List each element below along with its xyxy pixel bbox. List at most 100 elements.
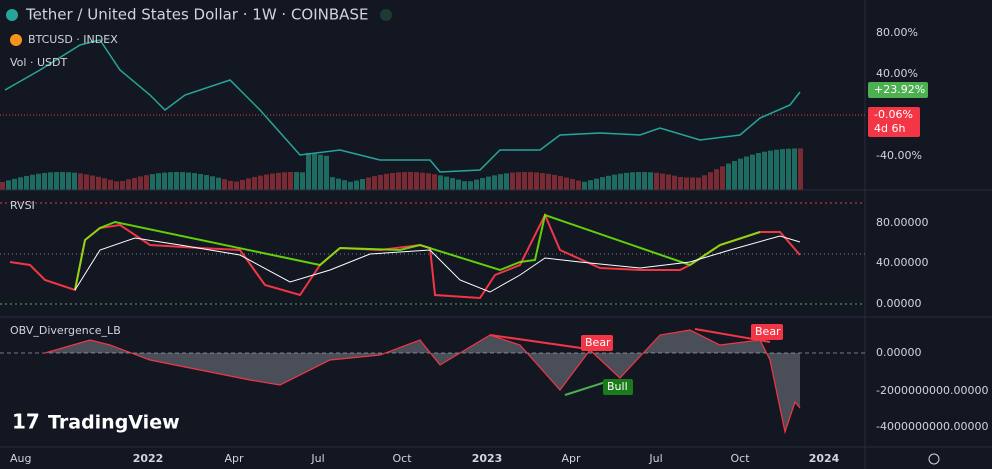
volume-bar [186, 172, 191, 190]
volume-bar [78, 173, 83, 190]
price-line [4, 39, 801, 173]
volume-bar [564, 177, 569, 190]
time-label: Apr [224, 452, 244, 465]
volume-bar [672, 175, 677, 190]
volume-bar [210, 176, 215, 190]
change-value: +23.92% [874, 83, 925, 96]
scale-label: 40.00% [876, 67, 918, 80]
volume-bar [12, 178, 17, 190]
scale-label: 80.00000 [876, 216, 929, 229]
scale-label: -40.00% [876, 149, 922, 162]
volume-bar [540, 173, 545, 190]
pane-title: OBV_Divergence_LB [10, 324, 121, 337]
volume-bar [438, 175, 443, 190]
volume-bar [282, 172, 287, 190]
volume-bar [192, 173, 197, 190]
time-label: 2024 [809, 452, 840, 465]
change-badge [868, 82, 928, 98]
volume-bar [504, 173, 509, 190]
volume-bar [798, 148, 803, 190]
status-dot [380, 9, 392, 21]
volume-bar [360, 178, 365, 190]
volume-bar [84, 174, 89, 190]
volume-bar [792, 148, 797, 190]
volume-bar [108, 179, 113, 190]
scale-label: -2000000000.00000 [876, 384, 988, 397]
volume-bar [660, 173, 665, 190]
time-label: Jul [648, 452, 662, 465]
volume-bar [648, 172, 653, 190]
scale-label: -4000000000.00000 [876, 420, 988, 433]
volume-bar [618, 173, 623, 190]
volume-bar [624, 172, 629, 190]
scale-label: 0.00000 [876, 297, 922, 310]
volume-bar [336, 178, 341, 190]
btc-icon [10, 34, 22, 46]
countdown: 4d 6h [874, 122, 905, 135]
volume-bar [288, 172, 293, 190]
volume-bar [246, 178, 251, 190]
volume-bar [276, 172, 281, 190]
volume-bar [342, 180, 347, 190]
volume-bar [144, 175, 149, 190]
volume-bar [384, 173, 389, 190]
volume-bar [24, 175, 29, 190]
volume-bar [228, 180, 233, 190]
scale-label: 0.00000 [876, 346, 922, 359]
obv-line [44, 329, 801, 435]
last-value: -0.06% [874, 108, 913, 121]
volume-bar [768, 150, 773, 190]
volume-bar [582, 181, 587, 190]
bull-label: Bull [607, 380, 628, 393]
volume-bar [444, 176, 449, 190]
volume-bar [354, 180, 359, 190]
volume-bar [258, 175, 263, 190]
volume-bar [666, 174, 671, 190]
volume-bar [240, 179, 245, 190]
volume-bar [468, 181, 473, 190]
volume-bar [684, 177, 689, 190]
volume-bar [156, 173, 161, 190]
volume-bar [492, 175, 497, 190]
settings-icon[interactable] [928, 453, 940, 465]
volume-bar [738, 158, 743, 190]
brand: TradingView [48, 412, 180, 434]
time-label: Jul [310, 452, 324, 465]
pane-title: RVSI [10, 199, 35, 212]
volume-bar [600, 177, 605, 190]
scale-label: 40.00000 [876, 256, 929, 269]
volume-bar [552, 174, 557, 190]
volume-bar [690, 177, 695, 190]
volume-bar [252, 176, 257, 190]
volume-bar [588, 180, 593, 190]
volume-bar [150, 174, 155, 190]
volume-bar [774, 149, 779, 190]
symbol: BTCUSD · INDEX [28, 33, 118, 46]
bear-divergence [489, 334, 596, 351]
volume-bar [720, 166, 725, 190]
volume-bar [678, 176, 683, 190]
volume-bar [234, 181, 239, 190]
volume-bar [636, 172, 641, 190]
volume-bar [702, 175, 707, 190]
volume-bar [324, 155, 329, 190]
volume-bar [222, 179, 227, 190]
volume-bar [348, 181, 353, 190]
bear-label: Bear [585, 336, 611, 349]
volume-bar [180, 172, 185, 190]
time-label: Oct [730, 452, 750, 465]
volume-bar [306, 152, 311, 190]
volume-bar [474, 179, 479, 190]
volume-bar [72, 172, 77, 190]
volume-bar [138, 176, 143, 190]
volume-bar [54, 172, 59, 190]
volume-bar [780, 149, 785, 190]
volume-bar [30, 174, 35, 190]
volume-bar [576, 180, 581, 190]
volume-bar [36, 173, 41, 190]
volume-bar [786, 148, 791, 190]
volume-bar [510, 172, 515, 190]
volume-bar [90, 175, 95, 190]
